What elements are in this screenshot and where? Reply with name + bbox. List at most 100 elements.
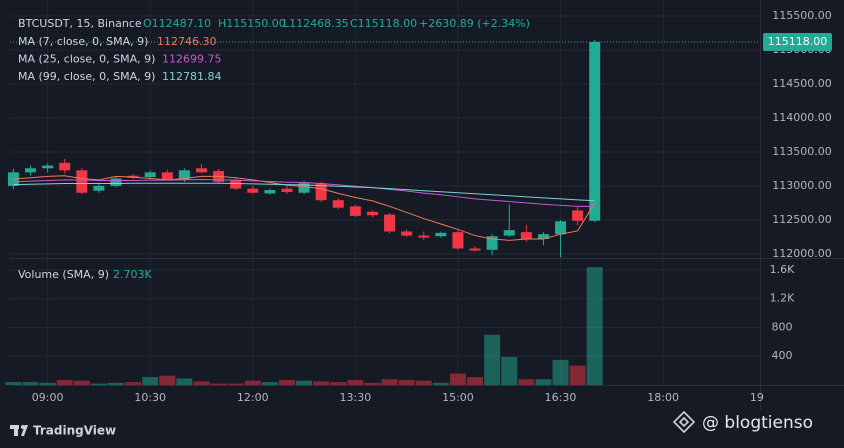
- last-price-tag: [763, 32, 832, 51]
- volume-bar: [415, 380, 432, 385]
- volume-bar: [535, 379, 552, 385]
- candle-body: [418, 235, 430, 238]
- candle-body: [572, 210, 584, 221]
- candle-body: [59, 162, 71, 171]
- volume-label: Volume (SMA, 9): [18, 268, 109, 281]
- candle-body: [332, 200, 344, 208]
- ohlc-value: +2630.89 (+2.34%): [419, 17, 530, 30]
- candle-body: [349, 206, 361, 216]
- volume-bar: [296, 380, 313, 385]
- volume-tick-label: 1.6K: [770, 263, 795, 276]
- candle-body: [435, 232, 447, 237]
- ma-value: 112699.75: [162, 53, 222, 66]
- volume-sma-value: 2.703K: [113, 268, 152, 281]
- x-tick-label: 19:00: [750, 391, 782, 404]
- volume-bar: [73, 380, 90, 385]
- candle-body: [93, 185, 105, 191]
- candle-body: [42, 165, 54, 169]
- volume-bar: [381, 379, 398, 385]
- volume-bar: [193, 381, 210, 385]
- ma-name: MA (99, close, 0, SMA, 9): [18, 70, 155, 83]
- ma-value: 112781.84: [162, 70, 222, 83]
- volume-bar: [432, 382, 449, 385]
- ohlc-value: O112487.10: [143, 17, 211, 30]
- ohlc-value: H115150.00: [218, 17, 286, 30]
- ohlc-value: L112468.35: [283, 17, 349, 30]
- ma-value: 112746.30: [157, 35, 217, 48]
- ma-line: [13, 178, 595, 207]
- volume-bar: [261, 382, 278, 385]
- volume-tick-label: 1.2K: [770, 292, 795, 305]
- volume-bar: [449, 373, 466, 385]
- brand-name: TradingView: [33, 424, 116, 438]
- volume-bar: [159, 375, 176, 385]
- volume-bar: [90, 383, 107, 385]
- candle-body: [589, 41, 601, 221]
- volume-bar: [364, 382, 381, 385]
- candle-body: [178, 170, 190, 180]
- volume-bar: [586, 267, 603, 385]
- candle-body: [401, 231, 413, 236]
- y-tick-label: 112000.00: [772, 247, 832, 260]
- ma-name: MA (25, close, 0, SMA, 9): [18, 53, 155, 66]
- y-tick-label: 114500.00: [772, 77, 832, 90]
- watermark: @ blogtienso: [702, 413, 813, 433]
- volume-bar: [5, 382, 22, 385]
- candle-body: [503, 230, 515, 236]
- candle-body: [520, 232, 532, 239]
- ma-name: MA (7, close, 0, SMA, 9): [18, 35, 148, 48]
- volume-bar: [278, 379, 295, 385]
- volume-bar: [467, 377, 484, 385]
- candle-body: [76, 170, 88, 193]
- volume-bar: [210, 383, 227, 385]
- axis-layer: 112000.00 112500.00 113000.00 113500.00 1140…: [32, 9, 832, 404]
- x-tick-label: 09:00: [32, 391, 64, 404]
- candle-body: [230, 180, 242, 189]
- y-tick-label: 114000.00: [772, 111, 832, 124]
- volume-bar: [22, 382, 39, 385]
- x-tick-label: 13:30: [340, 391, 372, 404]
- y-tick-label: 113500.00: [772, 145, 832, 158]
- volume-bar: [398, 379, 415, 385]
- candle-body: [315, 183, 327, 201]
- volume-bar: [518, 379, 535, 385]
- volume-bar: [244, 380, 261, 385]
- volume-bar: [330, 382, 347, 385]
- volume-bar: [176, 378, 193, 385]
- volume-bar: [56, 379, 73, 385]
- volume-bar: [125, 382, 142, 385]
- brand-logo: [10, 425, 28, 436]
- symbol-title: BTCUSDT, 15, Binance: [18, 17, 142, 30]
- x-tick-label: 15:00: [442, 391, 474, 404]
- volume-tick-label: 400: [772, 349, 793, 362]
- watermark-logo: [672, 410, 696, 434]
- candle-body: [195, 168, 207, 173]
- legend-layer: BTCUSDT, 15, Binance Volume (SMA, 9) 2.7…: [18, 17, 530, 281]
- candle-body: [110, 178, 122, 186]
- volume-bar: [569, 365, 586, 385]
- volume-bar: [39, 382, 56, 385]
- volume-tick-label: 800: [772, 320, 793, 333]
- x-tick-label: 18:00: [647, 391, 679, 404]
- y-tick-label: 112500.00: [772, 213, 832, 226]
- candle-body: [366, 211, 378, 216]
- candle-body: [555, 221, 567, 235]
- x-tick-label: 16:30: [545, 391, 577, 404]
- candle-body: [25, 168, 37, 173]
- volume-bar: [552, 359, 569, 385]
- ma-line: [13, 175, 596, 241]
- candle-body: [264, 190, 276, 194]
- volume-bar: [501, 356, 518, 385]
- ma-line: [13, 182, 595, 202]
- volume-bar: [347, 379, 364, 385]
- x-tick-label: 10:30: [134, 391, 166, 404]
- y-tick-label: 113000.00: [772, 179, 832, 192]
- last-price-label: 115118.00: [768, 35, 828, 48]
- volume-bar: [484, 334, 501, 385]
- candle-body: [384, 214, 396, 232]
- candle-body: [247, 188, 259, 193]
- mark-layer: [5, 39, 760, 385]
- candle-body: [469, 248, 481, 251]
